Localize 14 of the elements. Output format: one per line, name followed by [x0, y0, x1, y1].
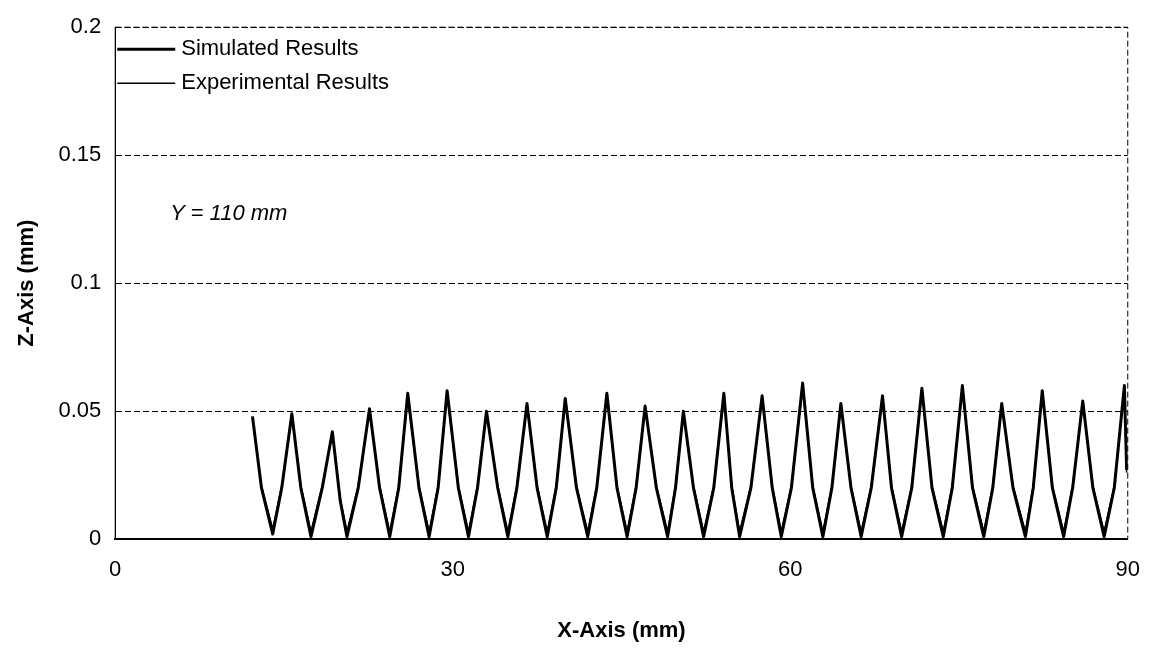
legend-label: Simulated Results: [181, 35, 359, 61]
y-tick-label: 0.05: [58, 397, 102, 423]
annotation: Y = 110 mm: [170, 200, 288, 226]
x-tick-label: 90: [1115, 556, 1141, 582]
legend-label: Experimental Results: [181, 69, 390, 95]
x-axis-title: X-Axis (mm): [557, 616, 686, 642]
y-tick-label: 0.1: [70, 269, 102, 295]
x-tick-label: 60: [778, 556, 803, 582]
y-tick-label: 0.15: [58, 141, 102, 167]
y-axis-title: Z-Axis (mm): [13, 219, 39, 347]
x-tick-label: 0: [109, 556, 122, 582]
x-tick-label: 30: [440, 556, 465, 582]
y-tick-label: 0: [88, 525, 102, 551]
y-tick-label: 0.2: [70, 13, 102, 39]
